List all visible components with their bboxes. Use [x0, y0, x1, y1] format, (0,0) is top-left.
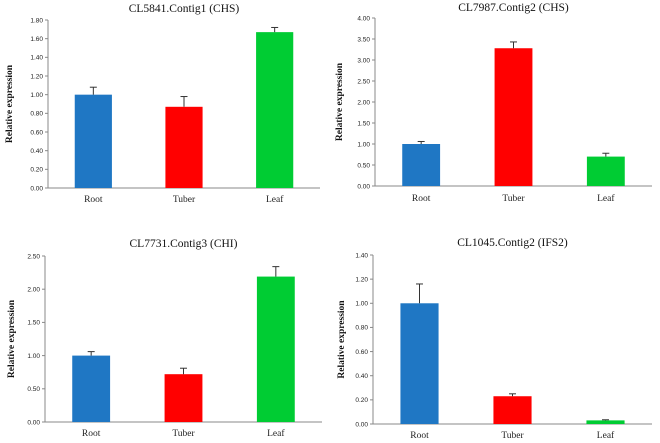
x-tick-label-leaf: Leaf	[597, 193, 615, 204]
y-tick-label: 0.00	[355, 421, 368, 428]
x-tick-label-leaf: Leaf	[266, 194, 284, 205]
bar-leaf	[586, 156, 625, 186]
x-tick-label-root: Root	[412, 194, 431, 204]
x-tick-label-root: Root	[82, 429, 101, 439]
error-bar-root	[87, 351, 95, 356]
chart-title: CL7731.Contig3 (CHI)	[130, 238, 238, 250]
y-axis-label: Relative expression	[337, 300, 347, 379]
x-tick-label-tuber: Tuber	[502, 194, 525, 204]
chart-svg-cl1045: CL1045.Contig2 (IFS2) Relative expression…	[337, 237, 652, 441]
x-tick-label-tuber: Tuber	[173, 195, 196, 205]
y-tick-label: 0.50	[27, 386, 40, 393]
x-tick-label-root: Root	[410, 431, 429, 441]
chart-panel-cl1045: CL1045.Contig2 (IFS2) Relative expression…	[330, 222, 660, 443]
bar-root	[74, 94, 112, 188]
y-tick-label: 1.80	[30, 17, 43, 24]
bar-leaf	[256, 32, 294, 189]
y-tick-label: 0.80	[30, 111, 43, 118]
chart-title: CL7987.Contig2 (CHS)	[458, 2, 569, 14]
y-tick-label: 3.50	[357, 36, 370, 43]
y-tick-label: 2.50	[27, 253, 40, 260]
bar-tuber	[165, 106, 203, 188]
bar-root	[402, 144, 441, 186]
bar-tuber	[164, 374, 203, 422]
y-tick-label: 1.20	[355, 276, 368, 283]
y-tick-label: 3.00	[357, 57, 370, 64]
bar-root	[72, 355, 111, 422]
x-tick-label-tuber: Tuber	[172, 429, 195, 439]
bar-leaf	[256, 276, 295, 422]
bar-tuber	[493, 396, 532, 424]
y-tick-label: 0.60	[30, 129, 43, 136]
y-tick-label: 0.20	[355, 397, 368, 404]
y-axis-label: Relative expression	[7, 299, 17, 378]
y-tick-label: 0.00	[27, 419, 40, 426]
error-bar-leaf	[602, 152, 610, 157]
bar-tuber	[494, 48, 533, 186]
x-tick-label-leaf: Leaf	[597, 430, 615, 441]
y-tick-label: 1.00	[27, 353, 40, 360]
error-bar-tuber	[180, 96, 188, 107]
chart-title: CL5841.Contig1 (CHS)	[129, 3, 240, 15]
error-bar-tuber	[509, 393, 516, 397]
y-tick-label: 1.60	[30, 36, 43, 43]
y-axis-label: Relative expression	[335, 62, 345, 141]
chart-panel-cl5841: CL5841.Contig1 (CHS) Relative expression 0…	[0, 0, 330, 221]
bar-root	[400, 303, 439, 424]
y-tick-label: 1.40	[30, 55, 43, 62]
chart-svg-cl5841: CL5841.Contig1 (CHS) Relative expression 0…	[5, 3, 320, 205]
x-tick-label-tuber: Tuber	[501, 431, 524, 441]
error-bar-tuber	[180, 367, 187, 375]
y-tick-label: 1.40	[355, 252, 368, 259]
y-tick-label: 4.00	[357, 15, 370, 22]
error-bar-tuber	[510, 41, 517, 49]
chart-panel-cl7731: CL7731.Contig3 (CHI) Relative expression 0…	[0, 222, 330, 443]
x-tick-label-leaf: Leaf	[267, 428, 285, 439]
y-tick-label: 1.50	[27, 320, 40, 327]
y-tick-label: 1.20	[30, 73, 43, 80]
error-bar-leaf	[272, 266, 280, 277]
chart-svg-cl7731: CL7731.Contig3 (CHI) Relative expression 0…	[7, 238, 322, 439]
y-axis-label: Relative expression	[5, 64, 15, 143]
chart-title: CL1045.Contig2 (IFS2)	[457, 237, 568, 249]
y-tick-label: 1.00	[357, 141, 370, 148]
y-tick-label: 0.80	[355, 325, 368, 332]
error-bar-root	[89, 86, 97, 95]
y-tick-label: 0.50	[357, 162, 370, 169]
y-tick-label: 1.50	[357, 120, 370, 127]
error-bar-root	[416, 283, 423, 304]
y-tick-label: 0.20	[30, 167, 43, 174]
y-tick-label: 0.40	[355, 373, 368, 380]
y-tick-label: 0.40	[30, 148, 43, 155]
y-tick-label: 1.00	[30, 92, 43, 99]
y-tick-label: 0.60	[355, 349, 368, 356]
y-tick-label: 2.00	[27, 287, 40, 294]
x-tick-label-root: Root	[84, 195, 103, 205]
y-tick-label: 0.00	[357, 183, 370, 190]
error-bar-root	[417, 140, 425, 144]
chart-svg-cl7987: CL7987.Contig2 (CHS) Relative expression 0…	[335, 2, 652, 204]
y-tick-label: 2.00	[357, 99, 370, 106]
error-bar-leaf	[602, 419, 609, 421]
y-tick-label: 0.00	[30, 185, 43, 192]
chart-panel-cl7987: CL7987.Contig2 (CHS) Relative expression 0…	[330, 0, 660, 221]
y-tick-label: 2.50	[357, 78, 370, 85]
y-tick-label: 1.00	[355, 301, 368, 308]
bar-leaf	[586, 420, 625, 424]
error-bar-leaf	[271, 26, 279, 33]
